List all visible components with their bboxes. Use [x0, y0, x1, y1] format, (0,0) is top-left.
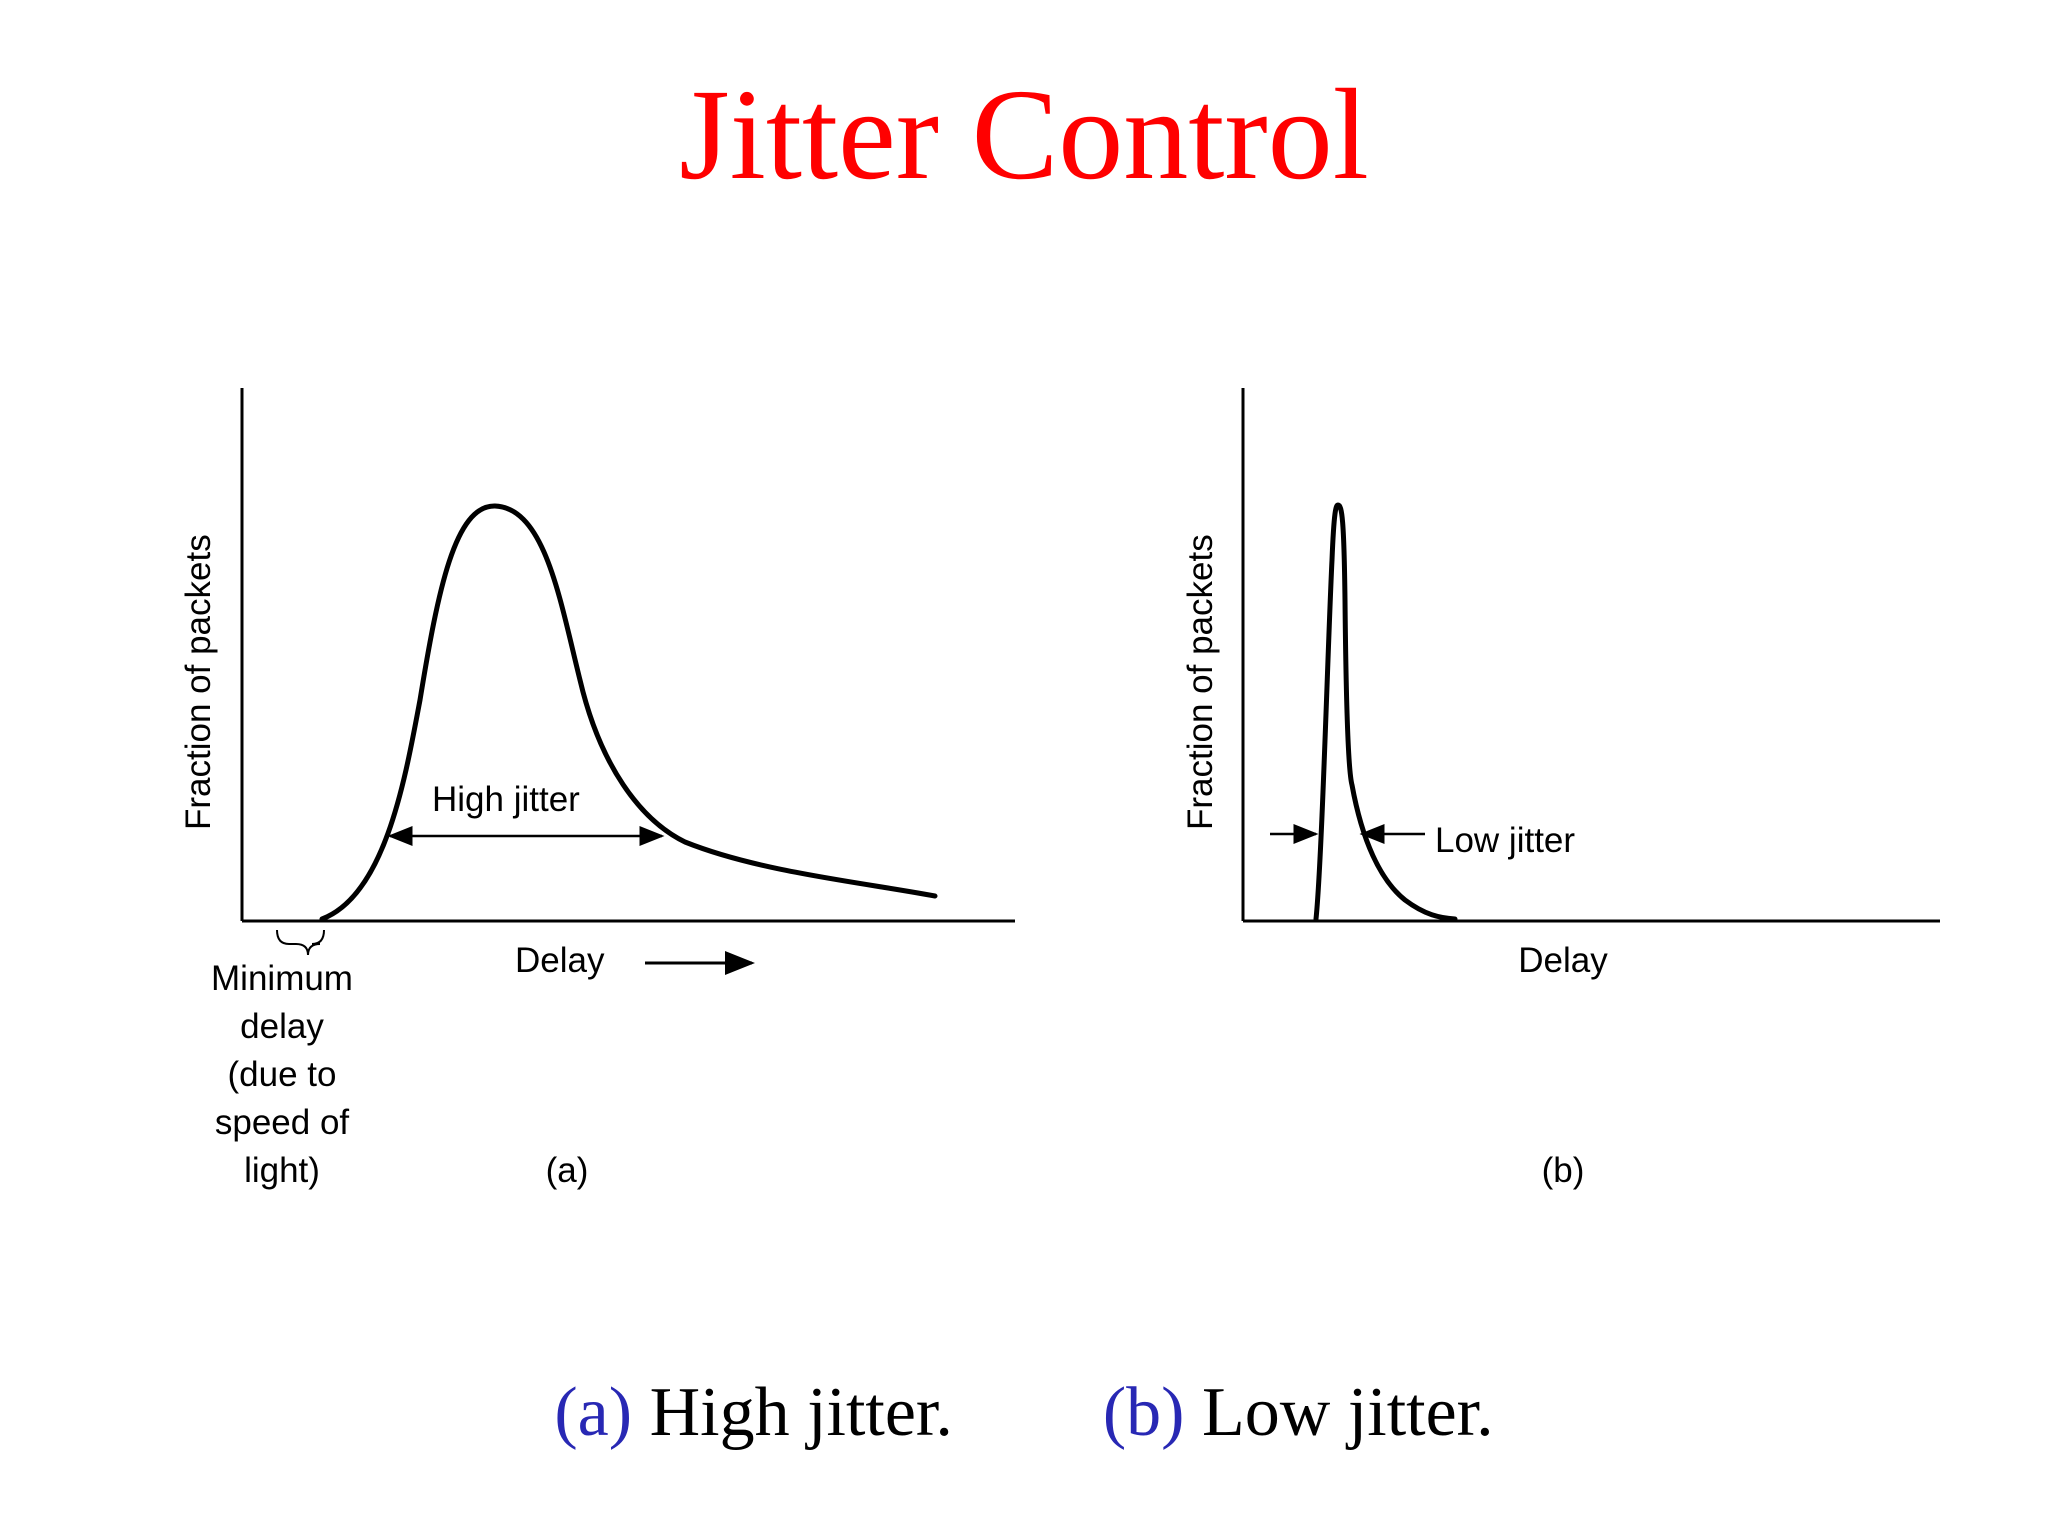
panel-a-y-axis-label: Fraction of packets: [179, 534, 218, 830]
panel-a-high-jitter-curve: [319, 503, 938, 922]
min-delay-line-5: light): [244, 1151, 320, 1190]
panel-a-panel-label: (a): [546, 1151, 589, 1190]
panel-b-y-axis-label: Fraction of packets: [1181, 534, 1220, 830]
min-delay-line-3: (due to: [228, 1055, 337, 1094]
slide-title: Jitter Control: [679, 63, 1369, 207]
caption-a-text: High jitter.: [649, 1374, 953, 1451]
panel-b-low-jitter-label: Low jitter: [1435, 821, 1575, 860]
panel-b: Fraction of packets Low jitter Delay (b): [1181, 388, 1940, 1190]
panel-b-low-jitter-curve: [1313, 502, 1458, 922]
figure-caption: (a) High jitter. (b) Low jitter.: [0, 1378, 2048, 1448]
panel-a-min-delay-brace: [276, 929, 325, 956]
panel-b-x-axis-label: Delay: [1518, 941, 1608, 980]
panel-a-high-jitter-label: High jitter: [432, 780, 580, 819]
min-delay-line-2: delay: [240, 1007, 324, 1046]
caption-a-tag: (a): [554, 1374, 633, 1451]
panel-a-x-axis-label: Delay: [515, 941, 605, 980]
panel-a: Fraction of packets High jitter Minimum …: [179, 388, 1015, 1190]
panel-b-panel-label: (b): [1542, 1151, 1585, 1190]
caption-b-tag: (b): [1102, 1374, 1185, 1451]
min-delay-line-4: speed of: [215, 1103, 350, 1142]
panel-a-min-delay-label: Minimum delay (due to speed of light): [211, 959, 353, 1190]
min-delay-line-1: Minimum: [211, 959, 353, 998]
caption-b-text: Low jitter.: [1202, 1374, 1494, 1451]
